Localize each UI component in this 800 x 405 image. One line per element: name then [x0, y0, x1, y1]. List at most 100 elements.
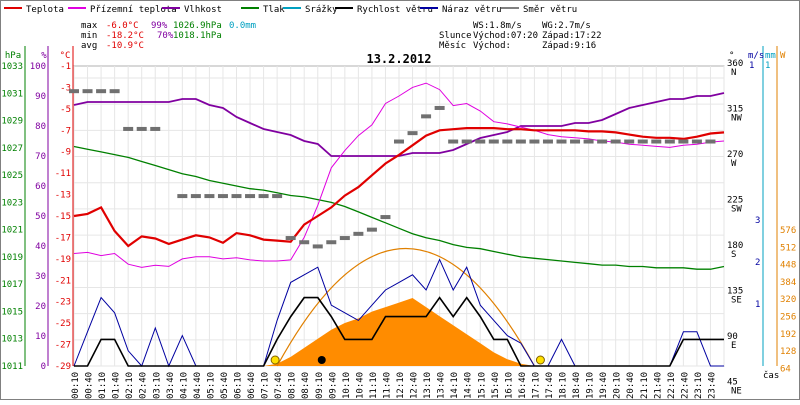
x-tick-label: 05:10: [206, 372, 216, 399]
stat-sunset: Západ:17:22: [542, 31, 602, 41]
stat-sunrise: Východ:07:20: [473, 31, 538, 41]
x-tick-label: 23:40: [707, 372, 717, 399]
moonset-marker: [317, 356, 326, 364]
dir-axis-tick: 315: [727, 105, 743, 115]
ms-axis-tick: 3: [755, 216, 760, 226]
hpa-axis-tick: 1019: [1, 253, 23, 263]
series-wind-dir-mark: [556, 139, 567, 144]
temp-axis-tick: -27: [55, 341, 71, 351]
dir-axis-sub: SW: [731, 205, 742, 215]
temp-axis-tick: -21: [55, 276, 71, 286]
ms-axis-tick: 2: [755, 258, 760, 268]
x-tick-label: 12:40: [410, 372, 420, 399]
temp-axis-tick: -3: [60, 83, 71, 93]
dir-axis-tick: 135: [727, 287, 743, 297]
temp-axis-tick: -17: [55, 233, 71, 243]
w-axis-tick: 192: [780, 330, 796, 340]
stat-sun-label: Slunce: [439, 31, 472, 41]
hpa-axis-tick: 1029: [1, 117, 23, 127]
series-wind-dir-mark: [82, 89, 93, 94]
series-wind-dir-mark: [624, 139, 635, 144]
series-wind-dir-mark: [434, 105, 445, 110]
x-tick-label: 17:10: [531, 372, 541, 399]
sunset-marker: [535, 355, 545, 365]
temp-axis-tick: -9: [60, 148, 71, 158]
w-axis-tick: 576: [780, 226, 796, 236]
ms-axis-label: m/s: [748, 51, 764, 61]
w-axis-tick: 512: [780, 243, 796, 253]
x-tick-label: 01:40: [112, 372, 122, 399]
temp-axis-label: °C: [60, 51, 71, 61]
x-tick-label: 16:40: [518, 372, 528, 399]
x-tick-label: 06:10: [234, 372, 244, 399]
stat-moonset: Západ:9:16: [542, 41, 596, 51]
pct-axis-tick: 70: [35, 152, 46, 162]
chart-title: 13.2.2012: [366, 52, 431, 66]
hpa-axis-label: hPa: [5, 51, 21, 61]
pct-axis-tick: 0: [41, 362, 46, 372]
dir-axis-tick: 45: [727, 378, 738, 388]
series-wind-dir-mark: [664, 139, 675, 144]
legend-swatch-5: [335, 7, 353, 9]
dir-axis-tick: 225: [727, 196, 743, 206]
x-tick-label: 22:10: [667, 372, 677, 399]
temp-axis-tick: -5: [60, 105, 71, 115]
pct-axis-tick: 10: [35, 332, 46, 342]
series-wind-dir-mark: [407, 131, 418, 136]
series-layer: [69, 82, 725, 368]
mm-axis-top: 1: [765, 61, 770, 71]
sun-arc: [276, 247, 535, 367]
hpa-axis-tick: 1021: [1, 226, 23, 236]
x-tick-label: 01:10: [98, 372, 108, 399]
x-tick-label: 06:40: [247, 372, 257, 399]
stat-min-press: 1018.1hPa: [173, 31, 222, 41]
series-wind-dir-mark: [190, 194, 201, 199]
series-wind-dir-mark: [339, 236, 350, 241]
hpa-axis-tick: 1027: [1, 144, 23, 154]
stat-avg-label: avg: [81, 41, 97, 51]
temp-axis-tick: -11: [55, 169, 71, 179]
w-axis-label: W: [780, 51, 786, 61]
dir-axis-tick: 360: [727, 59, 743, 69]
x-tick-label: 02:40: [139, 372, 149, 399]
x-tick-label: 19:10: [586, 372, 596, 399]
series-wind-dir-mark: [610, 139, 621, 144]
series-pressure: [73, 145, 725, 270]
legend-swatch-0: [4, 7, 22, 9]
w-axis-tick: 256: [780, 313, 796, 323]
legend-label-6: Náraz větru: [442, 5, 502, 15]
series-wind-dir-mark: [109, 89, 120, 94]
series-wind-dir-mark: [150, 126, 161, 131]
x-tick-label: 00:40: [85, 372, 95, 399]
series-wind-dir-mark: [597, 139, 608, 144]
series-wind-dir-mark: [312, 244, 323, 249]
stat-max-label: max: [81, 21, 98, 31]
series-wind-dir-mark: [204, 194, 215, 199]
x-tick-label: 17:40: [545, 372, 555, 399]
dir-axis-sub: NW: [731, 114, 742, 124]
w-axis-tick: 320: [780, 295, 796, 305]
x-tick-label: 05:40: [220, 372, 230, 399]
series-wind-dir-mark: [570, 139, 581, 144]
pct-axis-label: %: [41, 51, 47, 61]
grid: [73, 65, 725, 367]
stat-max-rain: 0.0mm: [229, 21, 256, 31]
pct-axis-tick: 50: [35, 212, 46, 222]
x-axis: 00:10 00:40 01:10 01:40 02:10 02:40 03:10 03:40…: [71, 372, 717, 399]
x-tick-label: 08:40: [301, 372, 311, 399]
dir-axis-sub: E: [731, 341, 736, 351]
pct-axis-tick: 80: [35, 122, 46, 132]
series-wind-dir-mark: [705, 139, 716, 144]
legend-label-3: Tlak: [263, 5, 285, 15]
series-wind-dir-mark: [637, 139, 648, 144]
series-solar-area: [74, 298, 724, 366]
series-wind-speed: [74, 296, 724, 367]
pct-axis-tick: 100: [30, 62, 46, 72]
dir-axis-label: °: [729, 51, 734, 61]
x-tick-label: 08:10: [288, 372, 298, 399]
temp-axis-tick: -1: [60, 62, 71, 72]
hpa-axis-tick: 1023: [1, 198, 23, 208]
x-axis-label: čas: [763, 370, 779, 381]
